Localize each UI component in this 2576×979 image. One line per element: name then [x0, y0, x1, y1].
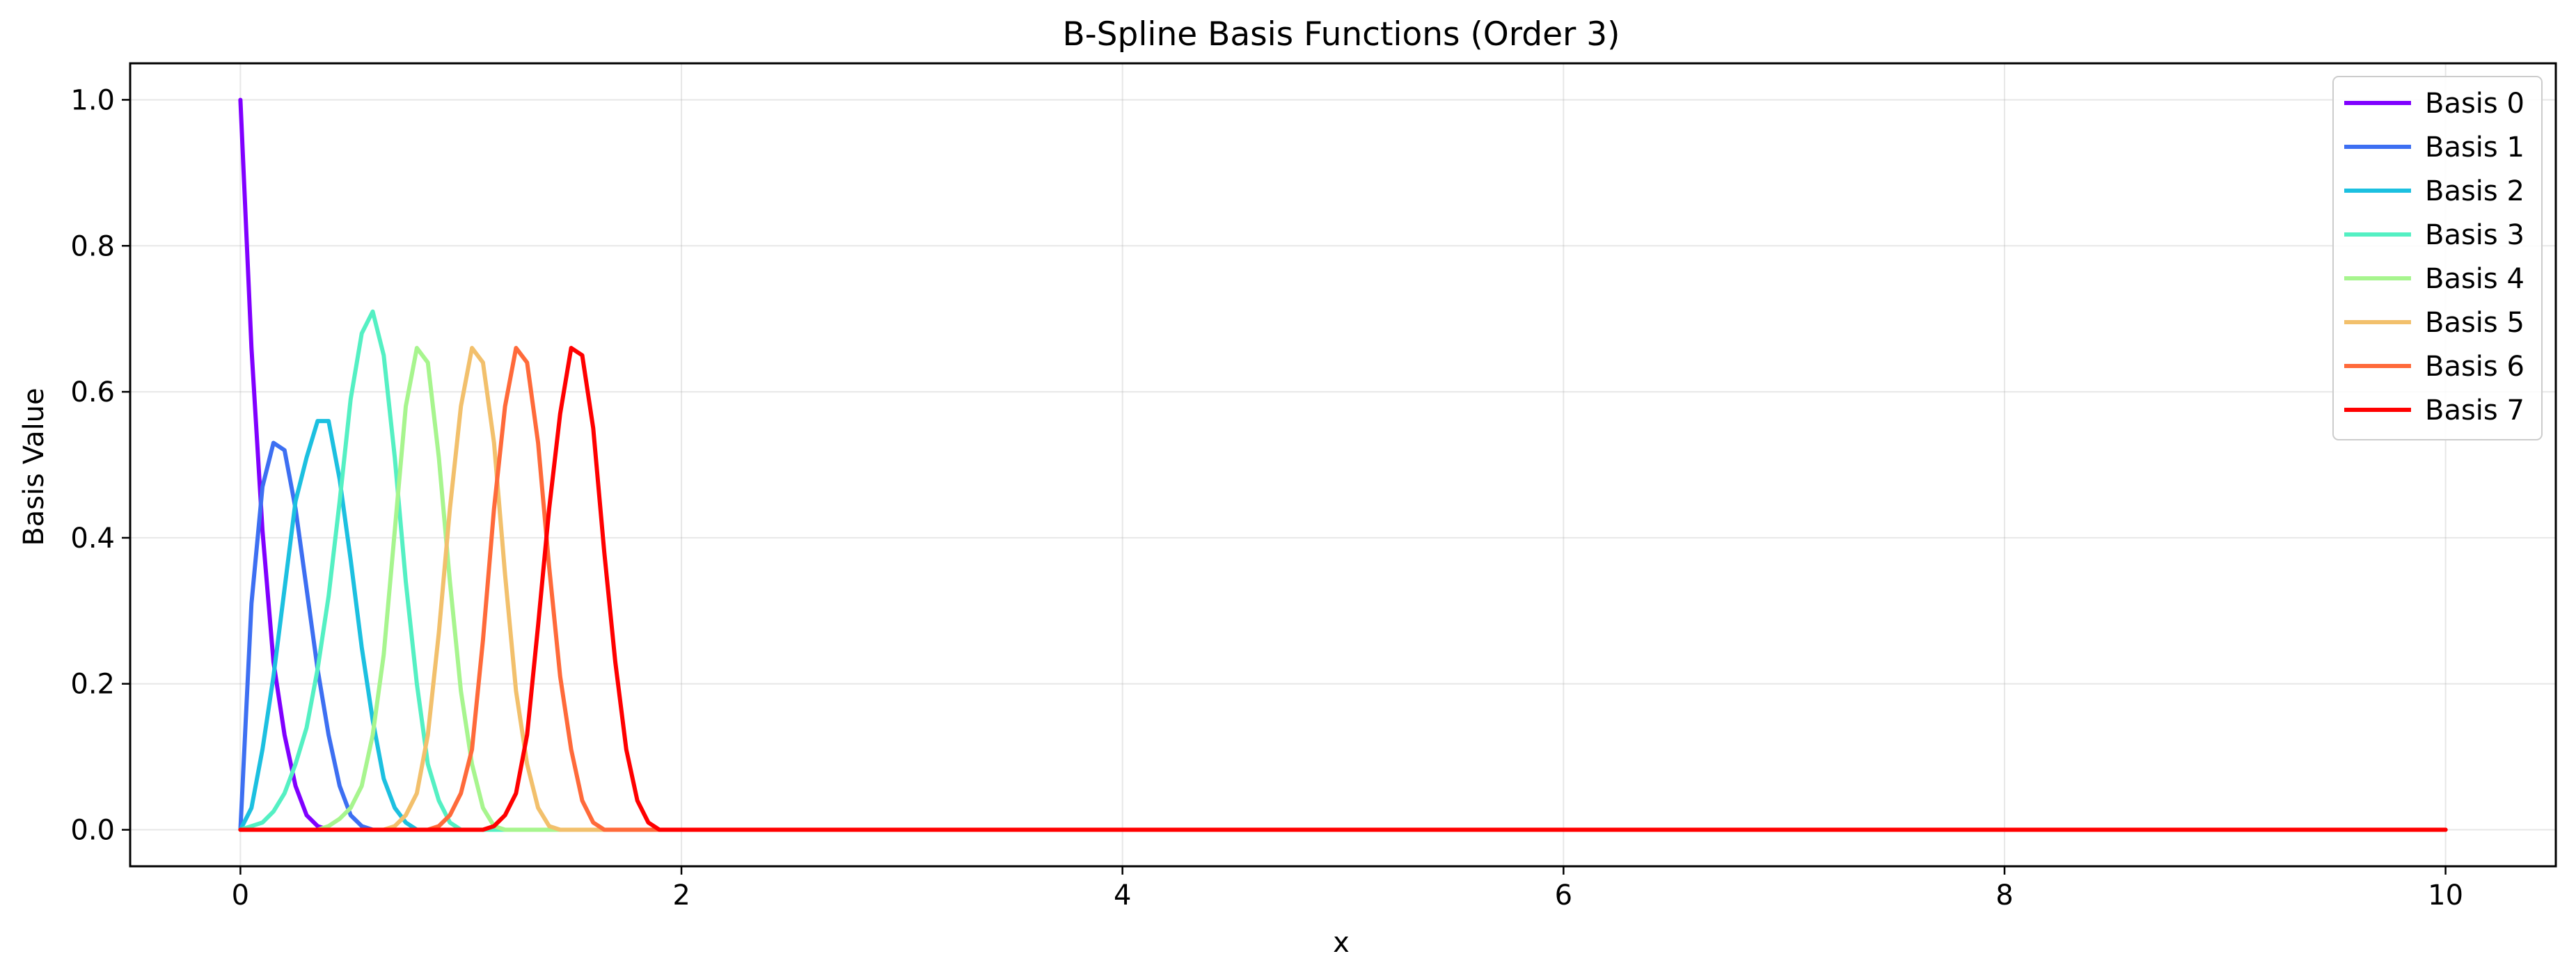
- legend-label: Basis 3: [2425, 219, 2524, 251]
- series-line-basis-1: [238, 440, 2448, 832]
- x-tick-label: 6: [1555, 879, 1572, 912]
- legend-label: Basis 4: [2425, 263, 2524, 295]
- axes-frame: [129, 62, 2557, 868]
- series-line-basis-2: [238, 419, 2448, 832]
- x-tick-label: 2: [672, 879, 690, 912]
- y-tick-label: 0.2: [70, 669, 115, 701]
- legend-box: [2332, 76, 2543, 440]
- legend-label: Basis 1: [2425, 132, 2524, 164]
- plot-lines: [238, 97, 2448, 832]
- series-line-basis-0: [238, 97, 2448, 832]
- y-tick-label: 0.6: [70, 376, 115, 408]
- y-axis: 0.0 0.2 0.4 0.6 0.8 1.0: [70, 84, 130, 847]
- chart-title: B-Spline Basis Functions (Order 3): [1062, 15, 1620, 54]
- legend-label: Basis 2: [2425, 175, 2524, 207]
- x-tick-label: 8: [1996, 879, 2013, 912]
- y-tick-label: 0.8: [70, 230, 115, 262]
- x-tick-label: 4: [1114, 879, 1131, 912]
- series-line-basis-7: [238, 346, 2448, 832]
- y-axis-label: Basis Value: [18, 388, 50, 546]
- x-tick-label: 0: [232, 879, 249, 912]
- series-line-basis-6: [238, 346, 2448, 832]
- x-tick-label: 10: [2428, 879, 2463, 912]
- y-tick-label: 1.0: [70, 84, 115, 116]
- y-tick-label: 0.4: [70, 523, 115, 555]
- legend-label: Basis 0: [2425, 88, 2524, 120]
- x-axis-label: x: [1333, 927, 1350, 959]
- x-axis: 0 2 4 6 8 10: [232, 866, 2463, 912]
- legend-label: Basis 6: [2425, 351, 2524, 383]
- legend-label: Basis 7: [2425, 395, 2524, 427]
- legend-label: Basis 5: [2425, 307, 2524, 339]
- legend: Basis 0 Basis 1 Basis 2 Basis 3 Basis 4 Basis…: [2332, 76, 2543, 440]
- y-tick-label: 0.0: [70, 815, 115, 847]
